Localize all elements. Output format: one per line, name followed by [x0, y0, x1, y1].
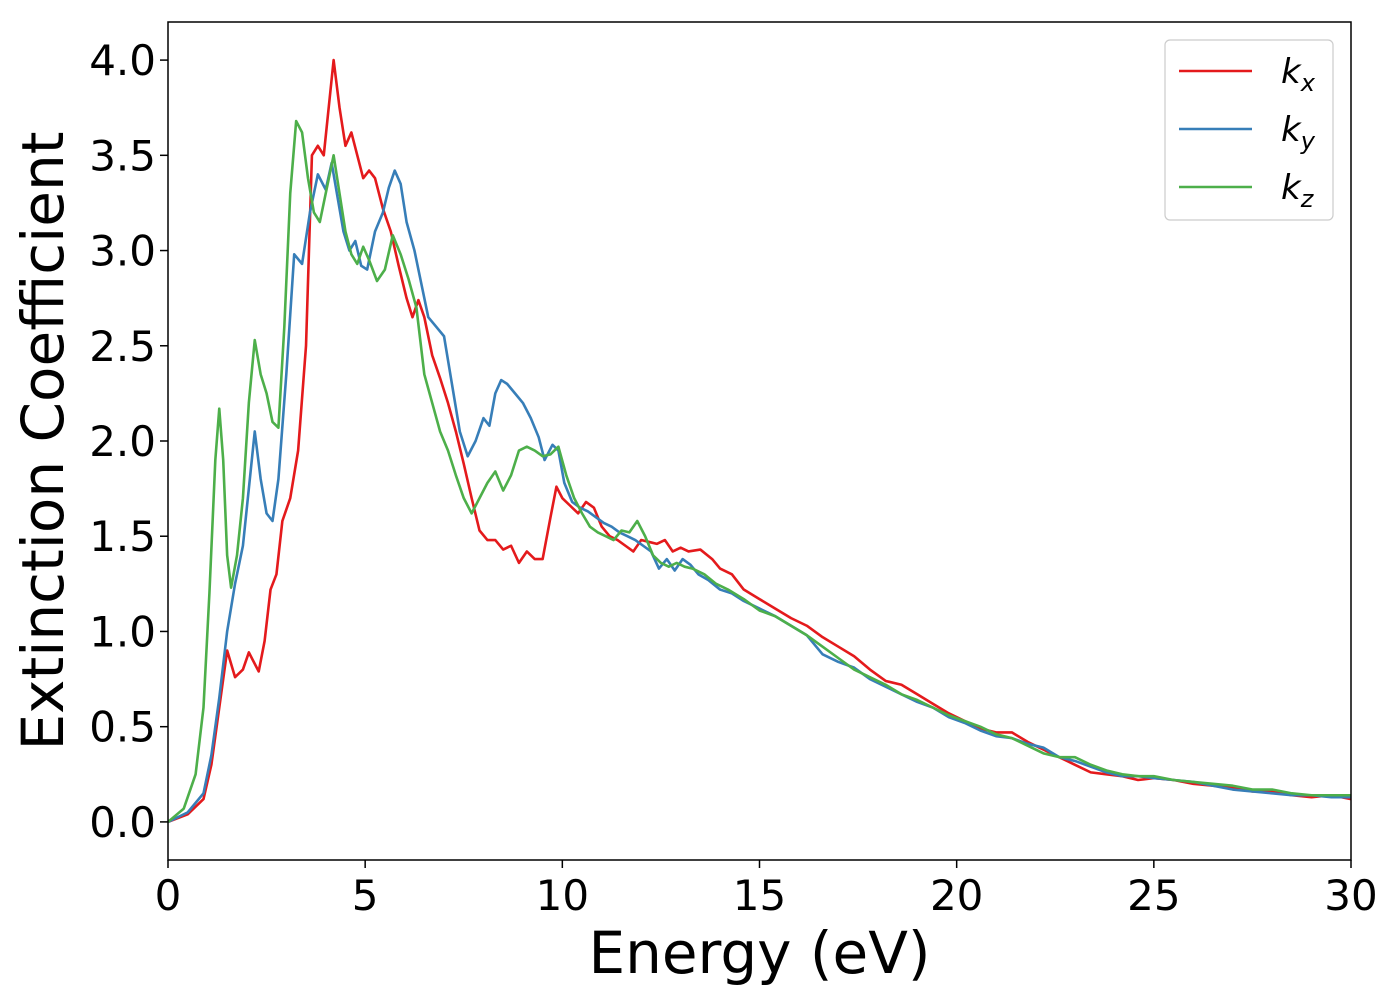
legend: kx ky kz: [1164, 39, 1334, 221]
series-line-z: [168, 119, 1351, 824]
y-tick-label: 2.5: [89, 322, 156, 371]
x-axis-title: Energy (eV): [588, 919, 930, 987]
legend-label-z: kz: [1281, 168, 1315, 213]
series-line-x: [168, 58, 1351, 824]
x-tick-label: 10: [536, 871, 589, 920]
legend-label-y: ky: [1281, 110, 1316, 155]
legend-label-x: kx: [1281, 52, 1316, 97]
x-tick-label: 25: [1127, 871, 1180, 920]
y-tick-label: 4.0: [89, 36, 156, 85]
y-tick-label: 0.5: [89, 703, 156, 752]
x-axis-ticks: 0 5 10 15 20 25 30: [155, 860, 1378, 920]
series-line-y: [168, 161, 1351, 824]
x-tick-label: 30: [1324, 871, 1377, 920]
y-axis-ticks: 0.0 0.5 1.0 1.5 2.0 2.5 3.0 3.5 4.0: [89, 36, 168, 847]
y-tick-label: 3.0: [89, 227, 156, 276]
y-tick-label: 0.0: [89, 798, 156, 847]
x-tick-label: 0: [155, 871, 182, 920]
y-tick-label: 1.0: [89, 607, 156, 656]
y-tick-label: 3.5: [89, 131, 156, 180]
y-tick-label: 1.5: [89, 512, 156, 561]
x-tick-label: 5: [352, 871, 379, 920]
series-layer: [168, 58, 1351, 824]
y-tick-label: 2.0: [89, 417, 156, 466]
x-tick-label: 15: [733, 871, 786, 920]
y-axis-title: Extinction Coefficient: [9, 132, 77, 751]
x-tick-label: 20: [930, 871, 983, 920]
